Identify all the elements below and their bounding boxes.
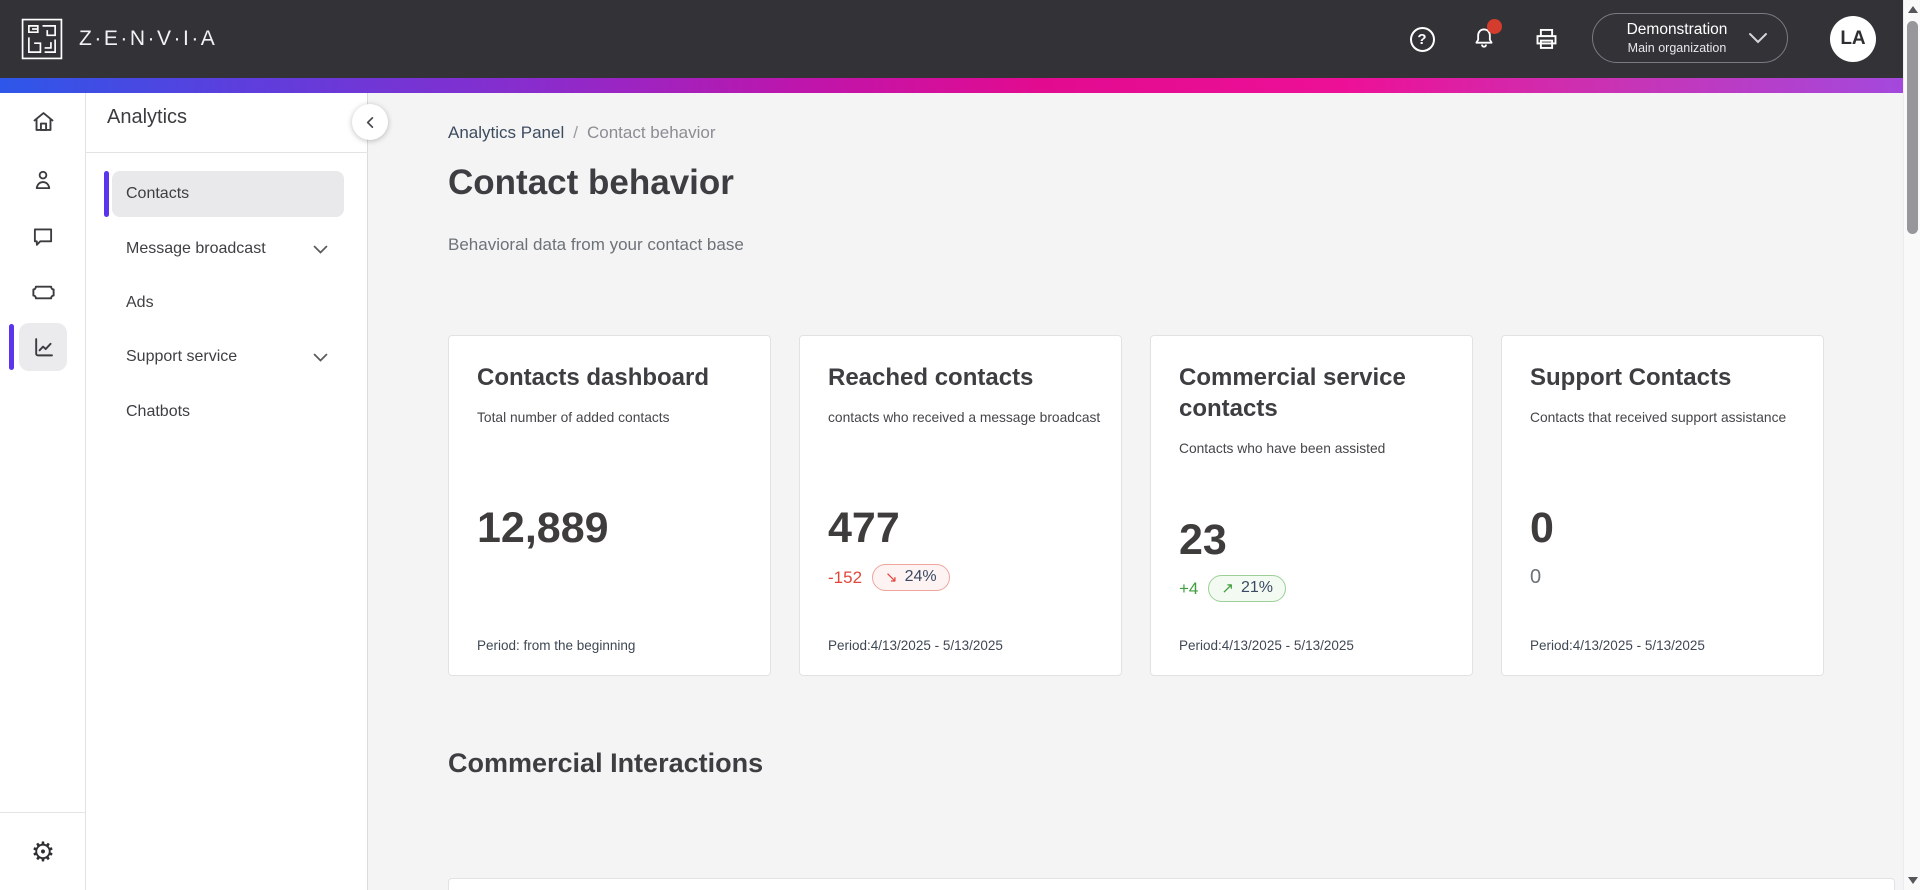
delta-percent: 24% <box>904 568 937 586</box>
kpi-cards-row: Contacts dashboard Total number of added… <box>448 335 1824 676</box>
ticket-icon <box>31 285 55 299</box>
chat-icon <box>33 228 53 246</box>
chevron-down-icon <box>313 245 328 254</box>
active-rail-indicator <box>9 324 14 370</box>
page-scrollbar[interactable] <box>1903 0 1920 890</box>
delta-value: +4 <box>1179 578 1199 598</box>
home-icon <box>32 111 54 131</box>
icon-sidebar: ⚙ <box>0 93 86 890</box>
organization-selector[interactable]: Demonstration Main organization <box>1592 13 1788 63</box>
breadcrumb-separator: / <box>573 123 578 142</box>
active-item-indicator <box>104 171 109 217</box>
collapse-panel-button[interactable] <box>352 104 388 140</box>
delta-value: -152 <box>828 567 863 587</box>
card-reached-contacts: Reached contacts contacts who received a… <box>799 335 1122 676</box>
triangle-up-icon <box>1907 6 1918 13</box>
sidebar-analytics-button[interactable] <box>19 323 67 371</box>
card-secondary-value: 0 <box>1530 566 1542 589</box>
card-title: Reached contacts <box>828 364 1034 391</box>
sidebar-campaigns-button[interactable] <box>19 268 67 316</box>
breadcrumb-current: Contact behavior <box>586 123 716 142</box>
panel-item-chatbots[interactable]: Chatbots <box>112 389 344 435</box>
sidebar-conversations-button[interactable] <box>19 213 67 261</box>
panel-item-contacts[interactable]: Contacts <box>112 171 344 217</box>
card-description: contacts who received a message broadcas… <box>828 410 1101 426</box>
card-title: Support Contacts <box>1530 364 1732 391</box>
main-content: Analytics Panel / Contact behavior Conta… <box>368 93 1920 890</box>
topbar: Z·E·N·V·I·A ? Demonstration Main orga <box>0 0 1920 78</box>
chevron-left-icon <box>366 116 373 128</box>
notifications-button[interactable] <box>1470 19 1502 53</box>
panel-title: Analytics <box>107 106 188 128</box>
card-value: 23 <box>1179 515 1227 564</box>
trend-badge: ↗ 21% <box>1208 575 1286 603</box>
card-title: Commercial service contacts <box>1179 364 1406 423</box>
trend-badge: ↘ 24% <box>872 564 950 592</box>
card-title: Contacts dashboard <box>477 364 710 391</box>
scrollbar-thumb[interactable] <box>1907 21 1918 234</box>
card-value: 477 <box>828 504 900 553</box>
brand: Z·E·N·V·I·A <box>20 17 217 61</box>
chevron-down-icon <box>1747 32 1769 44</box>
accent-gradient-bar <box>0 78 1920 93</box>
panel-item-support-service[interactable]: Support service <box>112 334 344 380</box>
printer-icon <box>1536 28 1556 49</box>
card-value: 0 <box>1530 504 1554 553</box>
delta-percent: 21% <box>1240 579 1273 597</box>
sidebar-contacts-button[interactable] <box>19 156 67 204</box>
panel-item-label: Contacts <box>126 185 190 202</box>
panel-item-label: Chatbots <box>126 403 191 420</box>
organization-detail: Main organization <box>1627 40 1727 55</box>
card-period: Period:4/13/2025 - 5/13/2025 <box>828 638 1003 653</box>
triangle-down-icon <box>1907 877 1918 884</box>
panel-item-ads[interactable]: Ads <box>112 280 344 326</box>
scrollbar-up-button[interactable] <box>1904 1 1920 18</box>
card-contacts-dashboard: Contacts dashboard Total number of added… <box>448 335 771 676</box>
help-button[interactable]: ? <box>1408 25 1436 53</box>
breadcrumb: Analytics Panel / Contact behavior <box>448 123 716 143</box>
help-icon: ? <box>1409 26 1435 52</box>
card-value: 12,889 <box>477 504 609 553</box>
card-commercial-service-contacts: Commercial service contacts Contacts who… <box>1150 335 1473 676</box>
card-description: Contacts that received support assistanc… <box>1530 410 1787 426</box>
card-description: Total number of added contacts <box>477 410 670 426</box>
card-description: Contacts who have been assisted <box>1179 441 1386 457</box>
page-title: Contact behavior <box>448 163 734 202</box>
scrollbar-down-button[interactable] <box>1904 872 1920 889</box>
chevron-down-icon <box>313 353 328 362</box>
panel-item-label: Message broadcast <box>126 240 266 257</box>
user-avatar[interactable]: LA <box>1830 16 1876 62</box>
brand-text: Z·E·N·V·I·A <box>79 27 218 50</box>
sidebar-settings-button[interactable]: ⚙ <box>19 828 67 876</box>
panel-item-label: Support service <box>126 348 238 365</box>
panel-divider <box>86 152 368 153</box>
rail-divider <box>0 812 86 813</box>
notification-badge <box>1487 19 1502 34</box>
commercial-interactions-panel <box>448 878 1895 890</box>
card-period: Period:4/13/2025 - 5/13/2025 <box>1530 638 1705 653</box>
panel-item-label: Ads <box>126 294 154 311</box>
breadcrumb-analytics-panel[interactable]: Analytics Panel <box>448 123 565 142</box>
gear-icon: ⚙ <box>30 836 56 868</box>
avatar-initials: LA <box>1840 28 1866 49</box>
card-period: Period:4/13/2025 - 5/13/2025 <box>1179 638 1354 653</box>
print-button[interactable] <box>1532 25 1560 53</box>
card-support-contacts: Support Contacts Contacts that received … <box>1501 335 1824 676</box>
trend-up-icon: ↗ <box>1221 579 1234 598</box>
person-icon <box>35 170 51 190</box>
organization-name: Demonstration <box>1626 20 1728 38</box>
analytics-panel: Analytics Contacts Message broadcast Ads… <box>86 93 388 890</box>
card-period: Period: from the beginning <box>477 638 636 653</box>
line-chart-icon <box>34 337 53 356</box>
section-title-commercial-interactions: Commercial Interactions <box>448 748 764 778</box>
panel-item-message-broadcast[interactable]: Message broadcast <box>112 226 344 272</box>
page-subtitle: Behavioral data from your contact base <box>448 235 744 254</box>
zenvia-logo-icon <box>20 17 64 61</box>
trend-down-icon: ↘ <box>885 568 898 587</box>
sidebar-home-button[interactable] <box>19 97 67 145</box>
